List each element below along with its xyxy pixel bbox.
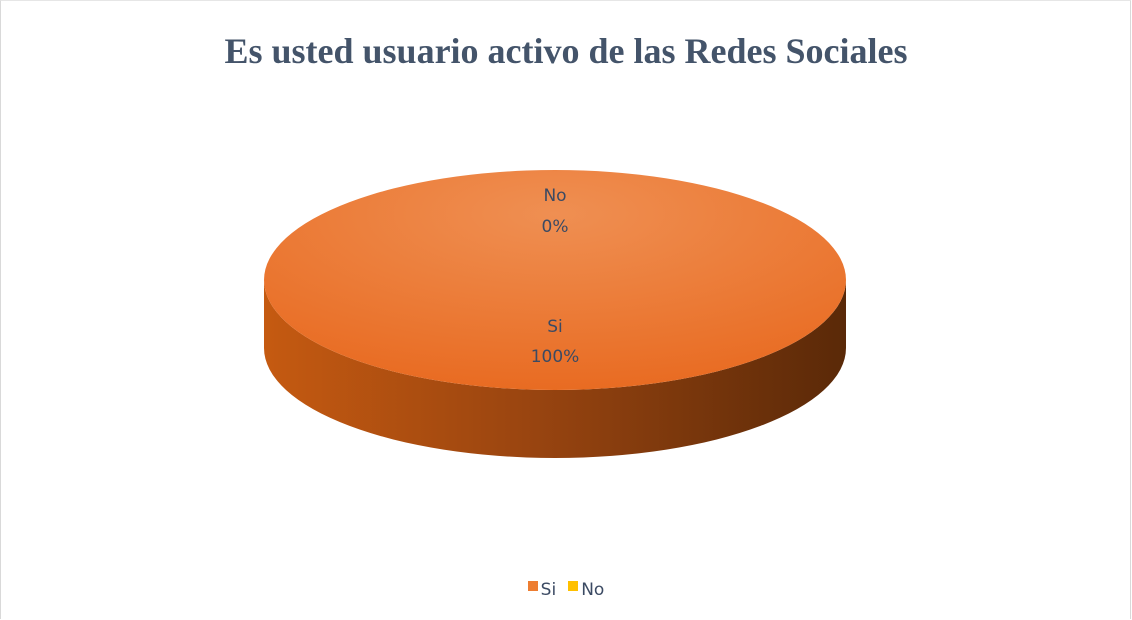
data-label-percent-no: 0% [542,217,569,237]
legend-swatch-si [527,581,538,591]
legend-swatch-no [568,581,579,591]
legend-item-si: Si [527,580,557,600]
legend-label-no: No [581,580,605,600]
chart-title: Es usted usuario activo de las Redes Soc… [224,31,908,71]
pie-side-wall [264,280,846,458]
data-label-percent-si: 100% [531,347,580,367]
pie-slice-si [264,170,846,390]
legend-item-no: No [568,580,604,600]
data-label-category-si: Si [547,317,563,337]
chart-legend: Si No [0,580,1132,600]
data-label-category-no: No [543,186,566,206]
legend-label-si: Si [540,580,557,600]
